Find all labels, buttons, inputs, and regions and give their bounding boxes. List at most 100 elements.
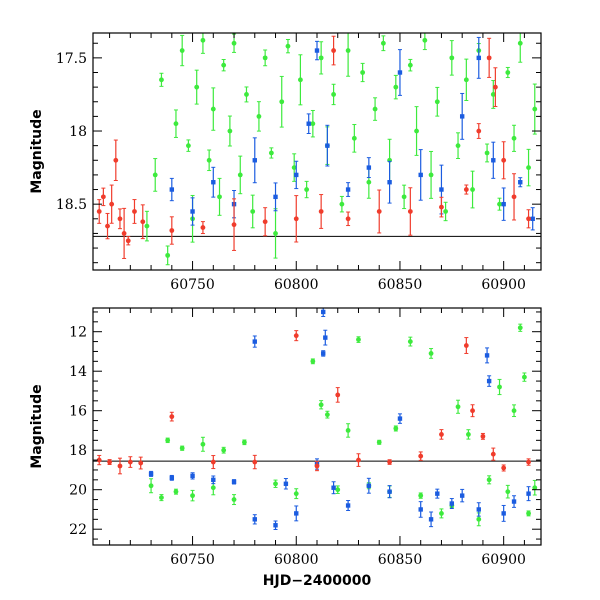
data-point bbox=[401, 184, 407, 210]
data-point bbox=[345, 182, 351, 197]
data-point bbox=[121, 207, 127, 259]
data-point bbox=[366, 477, 372, 494]
data-point bbox=[318, 194, 324, 229]
y-tick-label: 22 bbox=[69, 522, 87, 538]
data-point bbox=[356, 336, 361, 343]
data-point bbox=[227, 115, 233, 147]
y-axis: 17.5 18 18.5 bbox=[56, 42, 541, 264]
data-point bbox=[262, 207, 268, 237]
x-tick-label: 60900 bbox=[481, 552, 526, 568]
data-point bbox=[321, 350, 326, 357]
data-point bbox=[331, 83, 336, 106]
data-point bbox=[173, 109, 179, 138]
data-point bbox=[242, 439, 247, 446]
data-point bbox=[211, 475, 216, 485]
data-point bbox=[206, 149, 212, 172]
data-point bbox=[256, 101, 262, 132]
series-0 bbox=[144, 33, 538, 266]
data-point bbox=[466, 429, 471, 440]
data-point bbox=[117, 208, 123, 230]
data-point bbox=[345, 500, 351, 511]
plot-frame bbox=[92, 307, 542, 546]
data-point bbox=[428, 511, 434, 528]
data-point bbox=[501, 141, 507, 180]
data-point bbox=[293, 488, 299, 500]
series-1 bbox=[148, 308, 531, 531]
data-point bbox=[526, 458, 531, 466]
data-point bbox=[532, 83, 538, 135]
data-point bbox=[356, 453, 361, 467]
data-point bbox=[526, 510, 531, 517]
data-point bbox=[318, 41, 324, 75]
data-point bbox=[418, 451, 424, 461]
data-point bbox=[511, 495, 517, 508]
data-point bbox=[351, 124, 357, 153]
data-point bbox=[459, 92, 465, 140]
data-point bbox=[285, 39, 291, 54]
data-point bbox=[306, 113, 311, 135]
data-point bbox=[376, 189, 382, 234]
data-point bbox=[387, 459, 392, 465]
data-point bbox=[314, 40, 320, 61]
data-point bbox=[231, 198, 237, 251]
y-tick-label: 17.5 bbox=[56, 51, 87, 67]
data-point bbox=[476, 123, 482, 139]
data-point bbox=[331, 35, 336, 66]
data-point bbox=[298, 54, 303, 106]
data-point bbox=[397, 413, 403, 424]
data-point bbox=[505, 484, 511, 499]
data-point bbox=[463, 184, 469, 195]
data-point bbox=[360, 62, 366, 83]
data-point bbox=[138, 456, 144, 470]
data-point bbox=[434, 86, 440, 117]
x-axis: 60750 60800 60850 60900 bbox=[109, 33, 526, 293]
data-point bbox=[194, 69, 200, 105]
data-point bbox=[324, 410, 330, 419]
data-point bbox=[200, 436, 206, 452]
data-point bbox=[455, 399, 461, 414]
data-point bbox=[231, 479, 237, 485]
data-point bbox=[96, 199, 102, 224]
y-tick-label: 20 bbox=[69, 483, 87, 499]
data-point bbox=[200, 33, 206, 54]
data-point bbox=[117, 457, 123, 475]
data-point bbox=[252, 454, 258, 470]
data-point bbox=[517, 33, 523, 63]
series-2 bbox=[96, 330, 531, 475]
data-point bbox=[96, 454, 102, 466]
data-point bbox=[169, 216, 175, 245]
data-point bbox=[407, 58, 413, 72]
data-point bbox=[169, 411, 175, 422]
data-point bbox=[470, 170, 475, 209]
data-point bbox=[152, 158, 158, 192]
data-point bbox=[190, 489, 195, 502]
x-tick-label: 60800 bbox=[274, 552, 319, 568]
data-point bbox=[140, 204, 146, 240]
data-point bbox=[387, 485, 392, 499]
data-point bbox=[190, 472, 195, 480]
data-point bbox=[304, 180, 310, 199]
y-tick-label: 14 bbox=[69, 364, 87, 380]
data-point bbox=[148, 470, 154, 477]
data-point bbox=[331, 481, 336, 495]
data-point bbox=[179, 34, 185, 67]
data-point bbox=[476, 502, 481, 517]
y-tick-label: 18 bbox=[69, 124, 87, 140]
data-point bbox=[339, 195, 345, 213]
data-point bbox=[476, 36, 481, 79]
data-point bbox=[511, 404, 517, 418]
data-point bbox=[262, 49, 268, 67]
plot-frame bbox=[92, 32, 542, 271]
data-point bbox=[345, 211, 351, 227]
x-tick-label: 60750 bbox=[170, 277, 215, 293]
data-point bbox=[418, 501, 423, 518]
data-point bbox=[526, 148, 531, 187]
series-0 bbox=[148, 323, 538, 527]
y-axis-label: Magnitude bbox=[29, 109, 45, 193]
data-point bbox=[148, 478, 154, 494]
data-point bbox=[505, 66, 511, 79]
x-axis: 60750 60800 60850 60900 bbox=[109, 308, 526, 568]
y-tick-label: 18.5 bbox=[56, 197, 87, 213]
data-point bbox=[268, 147, 274, 159]
